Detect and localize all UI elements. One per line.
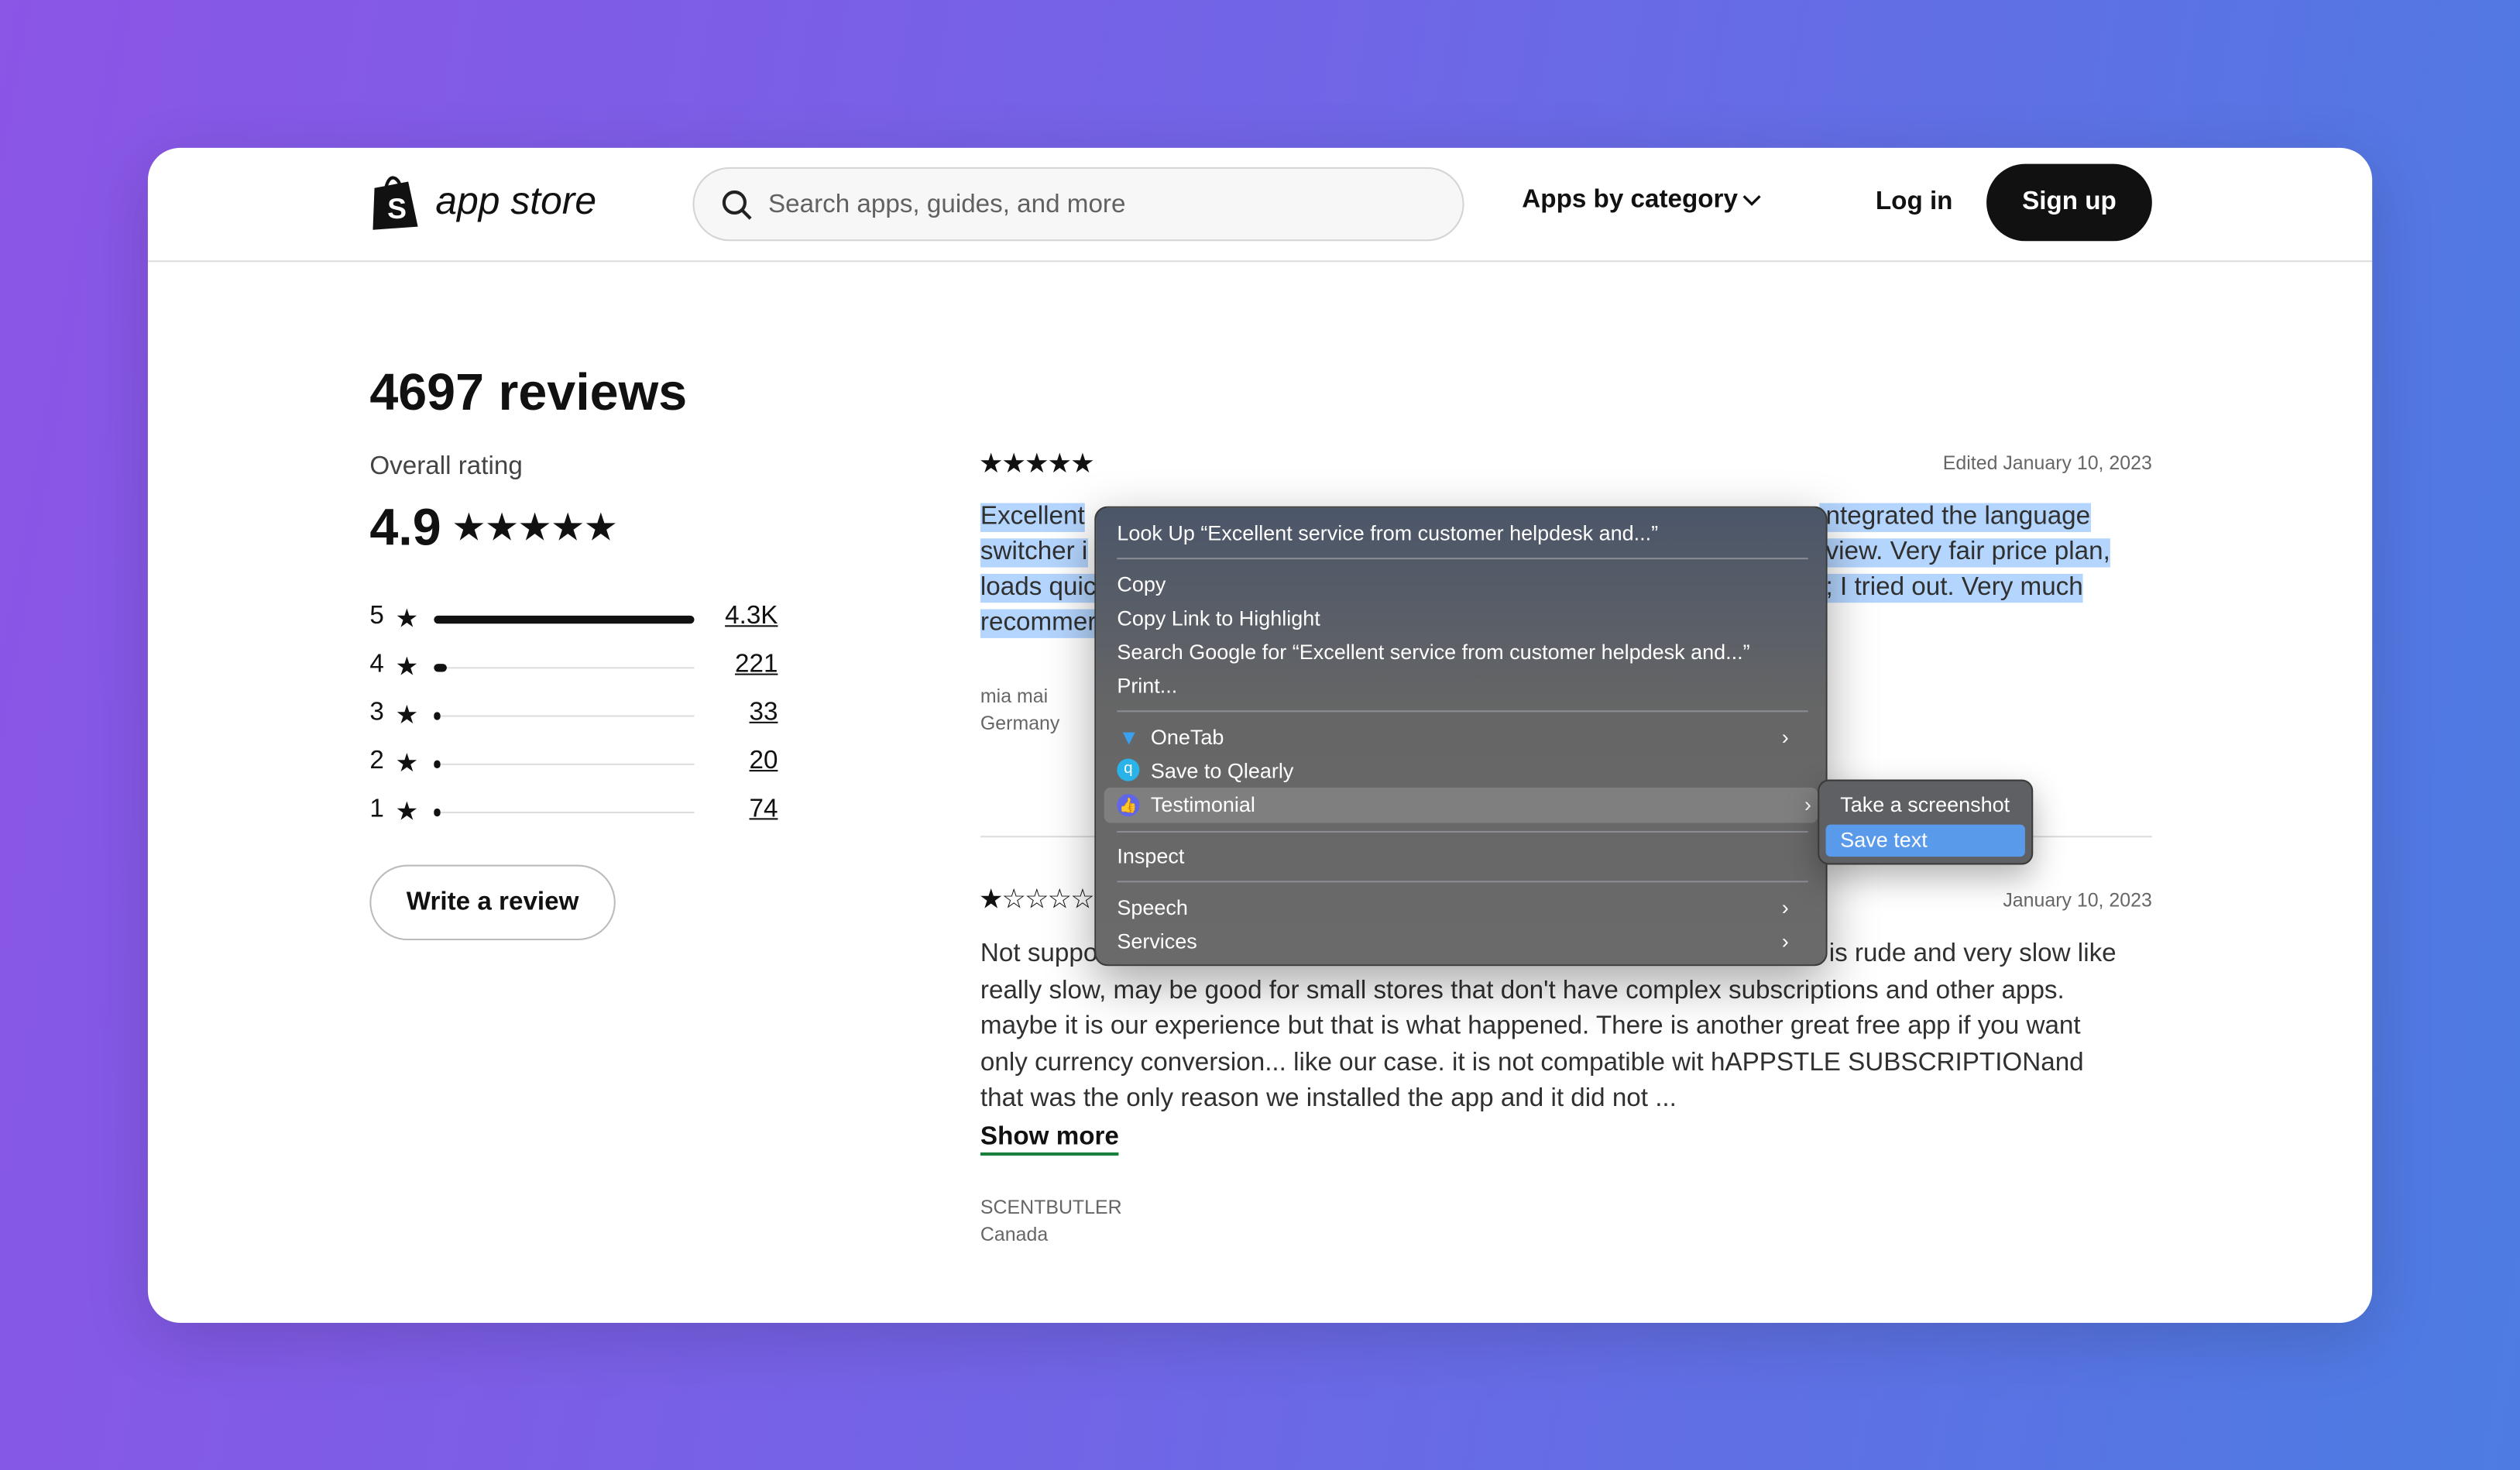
menu-item-inspect[interactable]: Inspect	[1117, 843, 1185, 868]
rating-count-link[interactable]: 4.3K	[725, 603, 778, 630]
rating-bar-fill	[434, 760, 441, 768]
menu-item-speech[interactable]: Speech ›	[1117, 895, 1808, 924]
reviews-title: 4697 reviews	[369, 363, 688, 421]
thumbs-up-icon: 👍	[1117, 794, 1140, 817]
header: S app store Search apps, guides, and mor…	[147, 148, 2373, 263]
onetab-icon: ▼	[1118, 724, 1140, 750]
signup-button[interactable]: Sign up	[1986, 163, 2152, 242]
chevron-down-icon	[1742, 195, 1761, 206]
review-text-fragment: loads quic	[980, 573, 1097, 603]
menu-item-copy-link[interactable]: Copy Link to Highlight	[1117, 606, 1320, 630]
menu-item-testimonial[interactable]: 👍 Testimonial ›	[1104, 787, 1818, 823]
review-text-line: only currency conversion... like our cas…	[980, 1049, 2084, 1077]
rating-bar	[434, 712, 695, 720]
chevron-right-icon: ›	[1781, 724, 1789, 750]
review-country: Germany	[980, 712, 1060, 735]
menu-item-label: Speech	[1117, 895, 1188, 920]
shopify-bag-icon[interactable]: S	[369, 173, 421, 232]
review-stars-1-icon: ★☆☆☆☆	[978, 884, 1095, 915]
review-author: mia mai	[980, 685, 1049, 708]
rating-bar-fill	[434, 664, 448, 672]
rating-bar	[434, 808, 695, 817]
review-stars-5-icon: ★★★★★	[978, 448, 1095, 479]
menu-item-label: Testimonial	[1150, 792, 1255, 817]
review-text-fragment: ; I tried out. Very much	[1819, 573, 2083, 603]
star-icon: ★	[395, 750, 419, 778]
rating-bar-fill	[434, 712, 441, 720]
rating-bar-fill	[434, 808, 441, 817]
menu-separator	[1117, 558, 1808, 560]
rating-star-number: 2	[369, 747, 384, 775]
show-more-link[interactable]: Show more	[980, 1124, 1119, 1156]
context-menu: Look Up “Excellent service from customer…	[1094, 506, 1828, 967]
rating-bar-fill	[434, 615, 695, 624]
menu-item-look-up[interactable]: Look Up “Excellent service from customer…	[1117, 520, 1659, 545]
review-text-fragment: view. Very fair price plan,	[1819, 538, 2110, 568]
menu-item-label: Save to Qlearly	[1150, 758, 1294, 783]
search-input[interactable]: Search apps, guides, and more	[692, 167, 1464, 242]
testimonial-submenu: Take a screenshot Save text	[1818, 779, 2034, 865]
menu-item-print[interactable]: Print...	[1117, 673, 1178, 698]
rating-value: 4.9	[369, 498, 441, 557]
chevron-right-icon: ›	[1781, 929, 1789, 953]
rating-bar	[434, 760, 695, 768]
qlearly-icon: q	[1117, 758, 1140, 781]
star-icon: ★	[395, 799, 419, 826]
apps-by-category-menu[interactable]: Apps by category	[1522, 186, 1738, 215]
star-icon: ★	[395, 654, 419, 682]
review-text-fragment: Excellent	[980, 503, 1085, 532]
write-review-button[interactable]: Write a review	[369, 864, 616, 941]
logo-text[interactable]: app store	[435, 180, 597, 224]
menu-item-label: OneTab	[1150, 724, 1224, 750]
chevron-right-icon: ›	[1781, 895, 1789, 920]
menu-separator	[1117, 710, 1808, 713]
review-text-fragment: recommer	[980, 609, 1097, 638]
rating-count-link[interactable]: 74	[749, 795, 778, 823]
review-text-fragment: Not suppo	[980, 940, 1098, 968]
search-placeholder: Search apps, guides, and more	[767, 191, 1126, 219]
search-icon	[722, 190, 752, 220]
rating-count-link[interactable]: 33	[749, 699, 778, 727]
rating-star-number: 1	[369, 795, 384, 823]
review-text-line: maybe it is our experience but that is w…	[980, 1012, 2081, 1040]
submenu-take-screenshot[interactable]: Take a screenshot	[1840, 792, 2010, 817]
review-text-fragment: switcher i	[980, 538, 1088, 568]
menu-separator	[1117, 830, 1808, 833]
menu-item-qlearly[interactable]: q Save to Qlearly	[1117, 758, 1808, 788]
review-text-fragment: ntegrated the language	[1819, 503, 2091, 532]
menu-item-label: Services	[1117, 929, 1197, 953]
chevron-right-icon: ›	[1804, 792, 1811, 817]
rating-star-number: 4	[369, 651, 384, 678]
star-icon: ★	[395, 702, 419, 730]
menu-item-onetab[interactable]: ▼ OneTab ›	[1117, 725, 1808, 754]
svg-text:S: S	[387, 192, 407, 225]
overall-rating-label: Overall rating	[369, 453, 523, 481]
review-text-fragment: is rude and very slow like	[1828, 940, 2117, 968]
review-date: January 10, 2023	[2003, 888, 2152, 912]
rating-count-link[interactable]: 221	[735, 651, 778, 678]
rating-star-number: 3	[369, 699, 384, 727]
rating-stars-icon: ★★★★★	[451, 506, 618, 550]
star-icon: ★	[395, 606, 419, 634]
menu-item-copy[interactable]: Copy	[1117, 572, 1166, 596]
review-author: SCENTBUTLER	[980, 1196, 1122, 1219]
rating-star-number: 5	[369, 603, 384, 630]
review-text-line: that was the only reason we installed th…	[980, 1084, 1677, 1113]
menu-item-services[interactable]: Services ›	[1117, 929, 1808, 958]
rating-count-link[interactable]: 20	[749, 747, 778, 775]
menu-separator	[1117, 881, 1808, 883]
login-link[interactable]: Log in	[1875, 187, 1953, 216]
submenu-save-text[interactable]: Save text	[1825, 824, 2025, 857]
menu-item-search-google[interactable]: Search Google for “Excellent service fro…	[1117, 639, 1750, 665]
app-store-page: S app store Search apps, guides, and mor…	[147, 147, 2373, 1323]
review-text-line: really slow, may be good for small store…	[980, 977, 2065, 1005]
rating-bar	[434, 664, 695, 672]
rating-bar	[434, 615, 695, 624]
review-country: Canada	[980, 1223, 1049, 1246]
review-date: Edited January 10, 2023	[1942, 452, 2152, 475]
